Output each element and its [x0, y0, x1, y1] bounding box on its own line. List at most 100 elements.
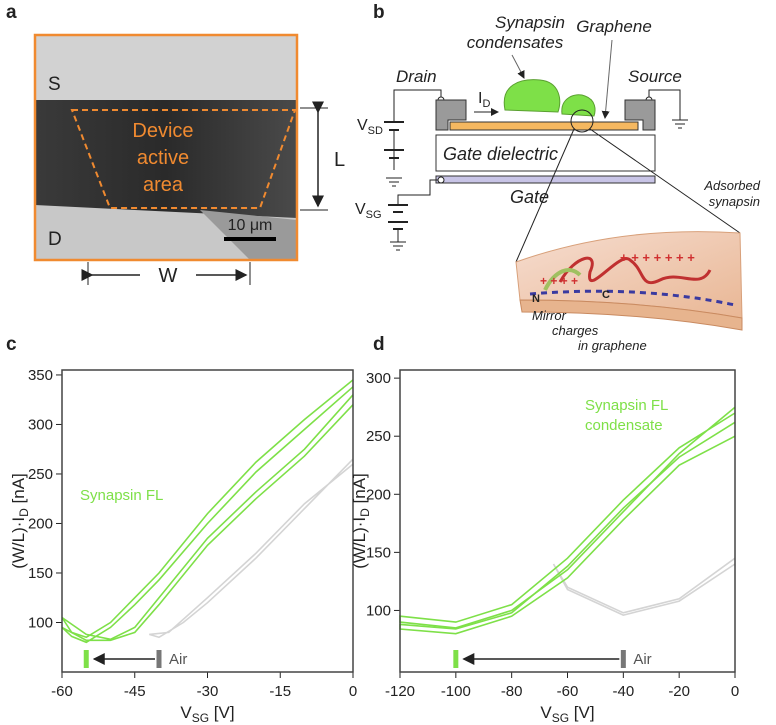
from-marker: [156, 650, 162, 668]
charge-markers: + + + +: [540, 274, 578, 288]
width-label: W: [159, 265, 178, 287]
pointer: [601, 39, 613, 119]
x-axis-label: VSG [V]: [540, 703, 594, 725]
series-line: [149, 458, 354, 639]
synapsin-domain: [543, 268, 582, 291]
series-label: Synapsin FL: [585, 397, 668, 414]
x-axis-label-part: V: [180, 703, 192, 722]
x-tick-label: -40: [612, 683, 634, 700]
ground: [386, 177, 402, 187]
dielectric: [435, 134, 656, 172]
scale-label: 10 μm: [228, 217, 273, 234]
region-text: Device: [132, 120, 193, 142]
y-tick-label: 250: [366, 428, 391, 445]
y-tick-label: 200: [28, 515, 53, 532]
condensate-text: Synapsin: [495, 13, 565, 32]
gate-text: Gate: [510, 187, 549, 207]
y-tick-label: 150: [28, 565, 53, 582]
x-tick-label: -60: [557, 683, 579, 700]
mirror-text: Mirror: [532, 308, 567, 323]
active-area-outline: [70, 109, 297, 209]
micrograph-edge: [200, 210, 297, 260]
x-tick-label: -60: [51, 683, 73, 700]
mirror-charges: [529, 289, 736, 307]
n-terminus: N: [532, 293, 540, 305]
battery: [388, 204, 408, 230]
zoom-line: [589, 128, 741, 234]
source-electrode: [624, 99, 656, 131]
c-terminus: C: [602, 289, 610, 301]
x-tick-label: -80: [501, 683, 523, 700]
x-tick-label: -20: [668, 683, 690, 700]
height-label: L: [334, 149, 345, 171]
zoom-line: [515, 128, 575, 263]
vsg-text: VSG: [355, 201, 382, 221]
pointer: [511, 54, 525, 79]
series-line: [552, 557, 736, 616]
y-tick-label: 100: [366, 602, 391, 619]
y-axis-label-part: D: [17, 508, 31, 517]
wire: [648, 89, 681, 120]
region-text: area: [143, 174, 184, 196]
current-main: I: [478, 90, 482, 107]
x-axis-label-part: [V]: [569, 703, 595, 722]
series-label: condensate: [585, 417, 663, 434]
source-label: S: [48, 74, 61, 95]
vsd-text: VSD: [357, 117, 383, 137]
panel-label: c: [6, 334, 17, 355]
y-axis-label-part: (W/L)·I: [350, 517, 369, 569]
micrograph-border: [33, 33, 299, 262]
from-marker: [620, 650, 626, 668]
synapsin-chain: [558, 256, 712, 284]
series-label: Synapsin FL: [80, 487, 163, 504]
drain-text: Drain: [396, 67, 437, 86]
current-sub: D: [482, 98, 490, 110]
series-line: [61, 379, 354, 641]
series-line: [399, 421, 736, 635]
zoom-circle: [570, 109, 594, 133]
condensate: [503, 79, 561, 113]
y-tick-label: 250: [28, 466, 53, 483]
x-axis-label-part: [V]: [209, 703, 235, 722]
y-tick-label: 100: [28, 614, 53, 631]
wire: [393, 89, 442, 116]
shift-label: Air: [169, 651, 187, 668]
x-axis-label-part: SG: [192, 711, 209, 725]
panel-label: a: [6, 2, 17, 23]
y-tick-label: 150: [366, 544, 391, 561]
dielectric-text: Gate dielectric: [443, 144, 558, 164]
series-line: [61, 386, 354, 644]
adsorbed-text: synapsin: [709, 194, 760, 209]
wire: [397, 179, 441, 205]
y-axis-label-part: [nA]: [9, 473, 28, 508]
mirror-text: in graphene: [578, 338, 647, 353]
x-tick-label: 0: [349, 683, 357, 700]
current-text: ID: [478, 90, 490, 110]
y-axis-label: (W/L)·ID [nA]: [350, 473, 372, 569]
ground: [672, 119, 688, 129]
x-axis-label-part: SG: [552, 711, 569, 725]
gate-layer: [435, 175, 656, 184]
source-text: Source: [628, 67, 682, 86]
vsg-main: V: [355, 201, 366, 218]
x-tick-label: 0: [731, 683, 739, 700]
x-tick-label: -45: [124, 683, 146, 700]
y-tick-label: 200: [366, 486, 391, 503]
terminal: [437, 176, 445, 184]
adsorbed-text: Adsorbed: [703, 178, 760, 193]
vsd-sub: SD: [368, 125, 383, 137]
x-axis-label-part: V: [540, 703, 552, 722]
y-tick-label: 300: [366, 370, 391, 387]
y-axis-label: (W/L)·ID [nA]: [9, 473, 31, 569]
panel-a: a Device active area S D L 10 μm W: [6, 2, 345, 287]
x-tick-label: -15: [269, 683, 291, 700]
x-tick-label: -120: [385, 683, 415, 700]
y-tick-label: 350: [28, 367, 53, 384]
micrograph-band: [35, 35, 297, 100]
charge-markers: + + + + + + +: [620, 250, 695, 265]
to-marker: [453, 650, 459, 668]
region-text: active: [137, 147, 189, 169]
y-tick-label: 300: [28, 416, 53, 433]
